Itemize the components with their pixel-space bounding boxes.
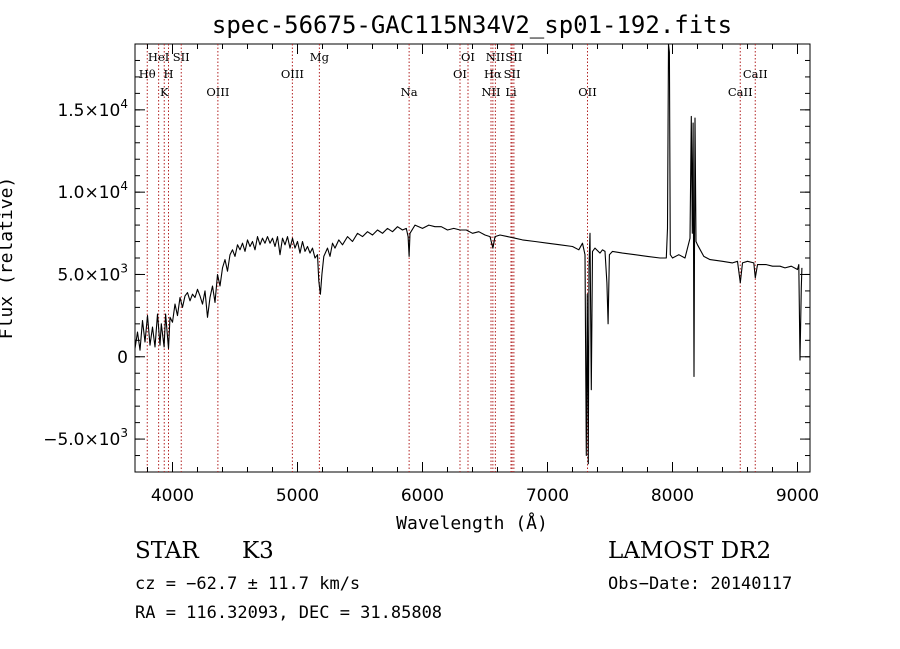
- y-tick-label: −5.0×103: [43, 426, 128, 450]
- spectral-line-label: SII: [504, 67, 521, 81]
- spectral-line-label: OII: [578, 85, 597, 99]
- x-tick-label: 9000: [776, 486, 819, 506]
- spectral-line-label: Li: [505, 85, 517, 99]
- spectral-line-label: K: [160, 85, 169, 99]
- x-axis-label: Wavelength (Å): [396, 512, 548, 534]
- spectral-line-label: SII: [173, 50, 190, 64]
- spectral-line-label: SII: [505, 50, 522, 64]
- y-axis-ticks: −5.0×103 0 5.0×103 1.0×104 1.5×104: [43, 43, 810, 473]
- y-tick-label: 1.5×104: [57, 97, 128, 121]
- spectral-line-label: NII: [486, 50, 505, 64]
- coordinates: RA = 116.32093, DEC = 31.85808: [135, 603, 443, 623]
- x-tick-label: 4000: [151, 486, 194, 506]
- survey-release: LAMOST DR2: [608, 538, 772, 564]
- x-tick-label: 7000: [526, 486, 569, 506]
- spectral-line-label: Hα: [484, 67, 502, 81]
- spectral-line-label: CaII: [728, 85, 753, 99]
- spectral-line-label: H: [163, 67, 173, 81]
- observation-date: Obs−Date: 20140117: [608, 574, 793, 594]
- chart-title: spec-56675-GAC115N34V2_sp01-192.fits: [212, 11, 732, 39]
- spectral-line-label: Mg: [310, 50, 330, 64]
- plot-border: [134, 43, 811, 473]
- spectral-line-label: NII: [481, 85, 500, 99]
- x-tick-label: 5000: [276, 486, 319, 506]
- spectral-line-labels: HθHeIKHSIIOIIIOIIIMgNaOIOINIIHαNIILiSIIS…: [139, 50, 768, 99]
- spectral-line-label: OIII: [281, 67, 304, 81]
- spectral-line-label: Na: [401, 85, 418, 99]
- y-axis-label: Flux (relative): [0, 177, 17, 340]
- spectral-line-markers: [146, 44, 756, 472]
- plot-frame: [134, 43, 811, 473]
- redshift-velocity: cz = −62.7 ± 11.7 km/s: [135, 574, 361, 594]
- x-tick-label: 6000: [401, 486, 444, 506]
- x-axis-ticks: 4000 5000 6000 7000 8000 9000: [147, 44, 819, 506]
- spectral-line-label: OI: [453, 67, 467, 81]
- spectral-line-label: OIII: [206, 85, 229, 99]
- spectrum-line: [135, 44, 803, 465]
- spectral-line-label: Hθ: [139, 67, 156, 81]
- spectral-line-label: HeI: [148, 50, 169, 64]
- spectral-line-label: OI: [461, 50, 475, 64]
- x-tick-label: 8000: [651, 486, 694, 506]
- object-class: STAR: [135, 538, 199, 564]
- y-tick-label: 5.0×103: [57, 261, 128, 285]
- object-subclass: K3: [242, 538, 274, 564]
- y-tick-label: 1.0×104: [57, 179, 128, 203]
- y-tick-label: 0: [117, 348, 128, 368]
- spectral-line-label: CaII: [743, 67, 768, 81]
